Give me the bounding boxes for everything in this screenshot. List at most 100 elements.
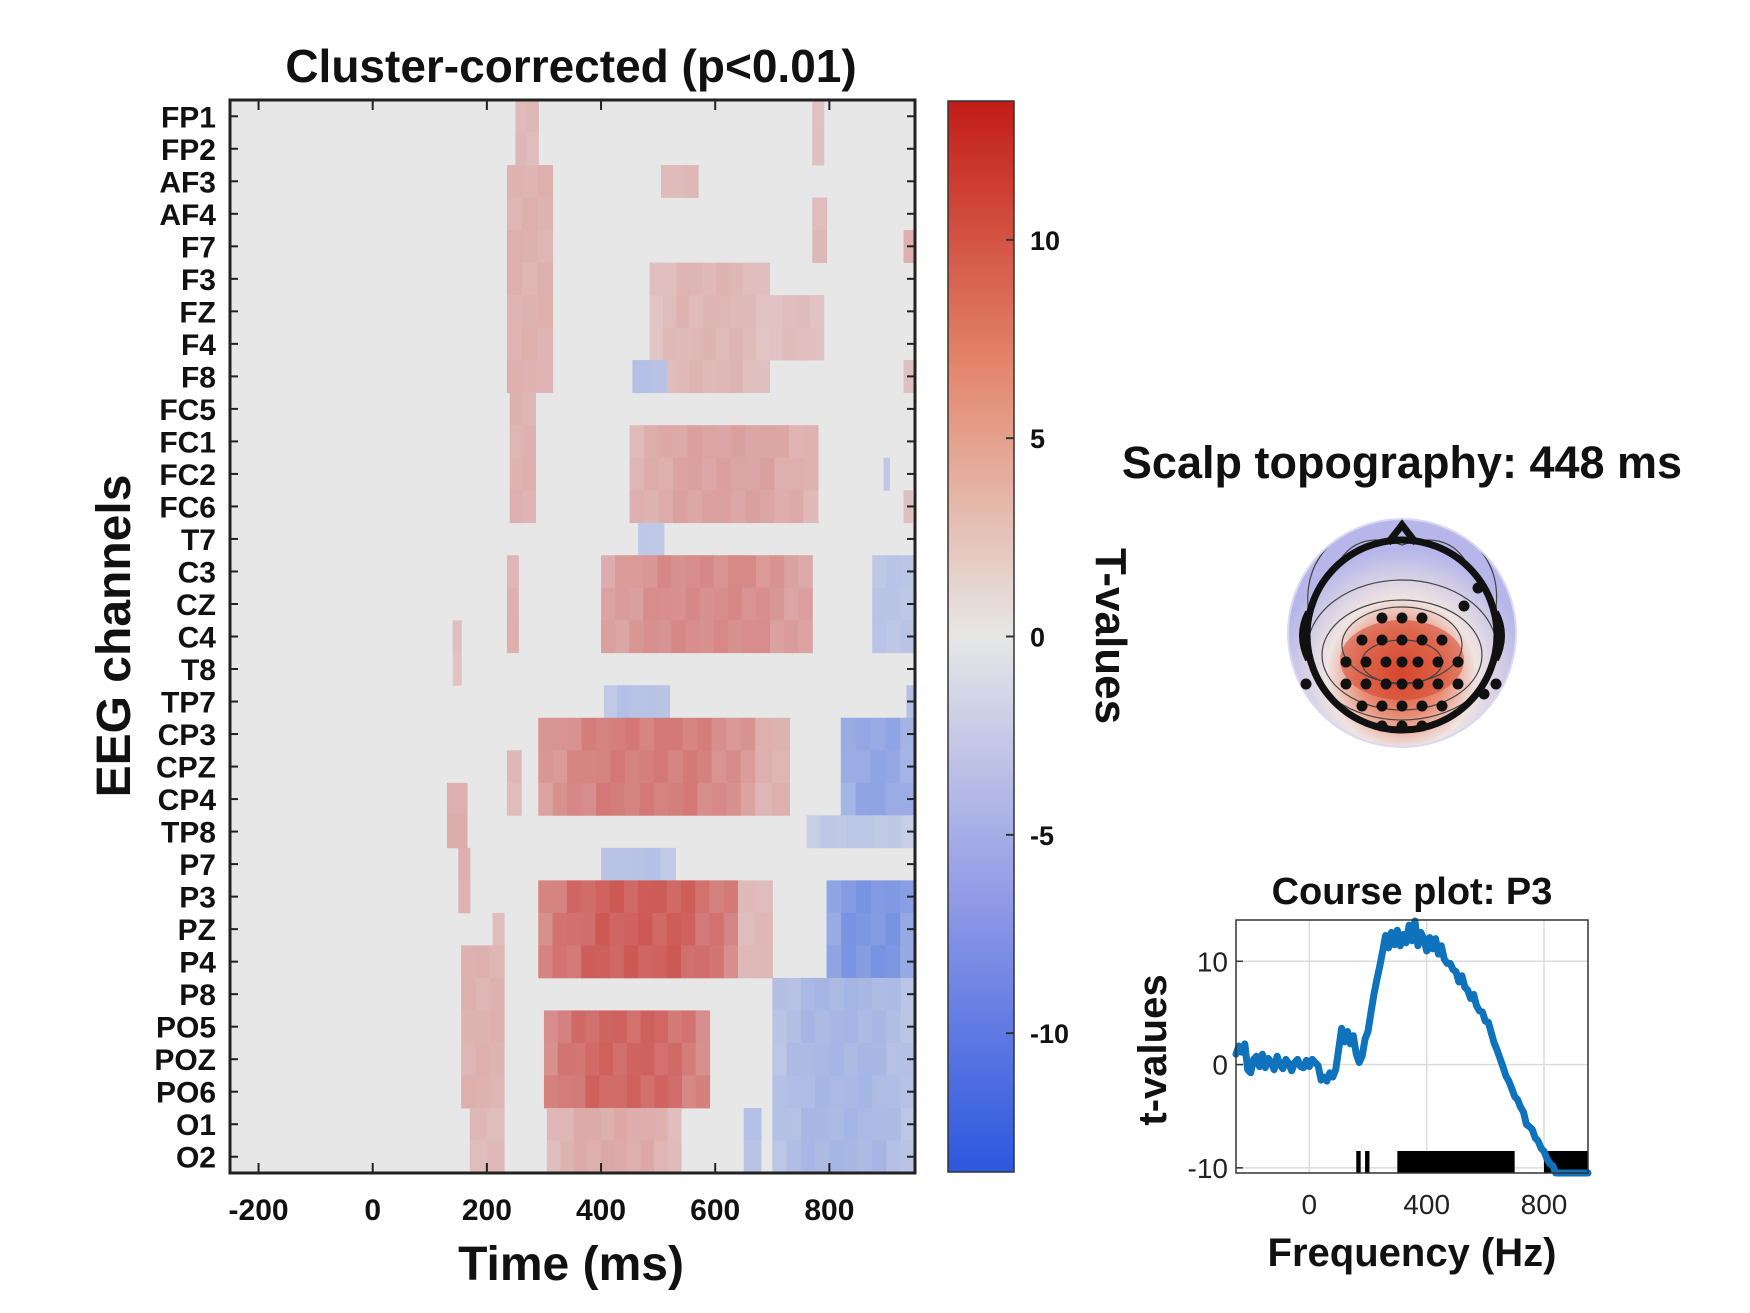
heatmap-cell xyxy=(772,1140,788,1174)
heatmap-cell xyxy=(741,587,757,621)
heatmap-cell xyxy=(723,880,739,914)
heatmap-cell xyxy=(769,295,784,329)
heatmap-cell xyxy=(699,555,715,589)
heatmap-cell xyxy=(596,750,612,784)
channel-tick-label: CP3 xyxy=(158,719,216,752)
electrode-marker xyxy=(1376,612,1388,624)
electrode-marker xyxy=(1412,678,1424,690)
heatmap-cell xyxy=(543,1010,559,1044)
heatmap-cell xyxy=(522,457,536,491)
heatmap-cell xyxy=(506,230,523,263)
heatmap-cell xyxy=(552,750,568,784)
heatmap-cell xyxy=(515,100,528,133)
colorbar-tick-label: 0 xyxy=(1030,623,1045,653)
heatmap-cell xyxy=(653,782,669,816)
heatmap-cell xyxy=(886,587,902,621)
channel-tick-label: CP4 xyxy=(158,784,217,817)
heatmap-cell xyxy=(566,912,582,946)
course-x-tick-label: 800 xyxy=(1521,1189,1568,1220)
heatmap-cell xyxy=(581,912,596,946)
electrode-marker xyxy=(1396,634,1408,646)
heatmap-cell xyxy=(886,1107,902,1141)
channel-tick-label: TP7 xyxy=(161,687,216,720)
heatmap-cell xyxy=(446,815,468,849)
electrode-marker xyxy=(1396,612,1408,624)
heatmap-cell xyxy=(615,847,632,881)
heatmap-cell xyxy=(755,912,773,946)
heatmap-cell xyxy=(638,912,654,946)
heatmap-cell xyxy=(653,750,669,784)
electrode-marker xyxy=(1340,656,1352,668)
topography-title: Scalp topography: 448 ms xyxy=(1122,437,1682,488)
heatmap-cell xyxy=(522,197,538,231)
heatmap-cell xyxy=(716,262,731,296)
heatmap-cell xyxy=(506,555,519,589)
heatmap-cell xyxy=(668,1075,683,1109)
channel-tick-label: O2 xyxy=(176,1142,216,1175)
heatmap-cell xyxy=(585,1010,600,1044)
channel-tick-label: POZ xyxy=(154,1044,216,1077)
heatmap-cell xyxy=(826,880,842,914)
heatmap-cell xyxy=(657,587,673,621)
heatmap-cell xyxy=(587,1107,602,1141)
heatmap-cell xyxy=(645,847,662,881)
heatmap-cell xyxy=(673,425,689,459)
heatmap-cell xyxy=(716,490,732,524)
heatmap-cell xyxy=(886,620,902,654)
heatmap-cell xyxy=(506,750,522,784)
heatmap-cell xyxy=(552,912,568,946)
heatmap-cell xyxy=(615,587,630,621)
heatmap-cell xyxy=(537,262,554,296)
colorbar-tick-label: -10 xyxy=(1030,1019,1069,1049)
heatmap-cell xyxy=(609,912,625,946)
heatmap-frame xyxy=(228,98,917,1175)
heatmap-cell xyxy=(874,815,889,849)
heatmap-cell xyxy=(644,457,660,491)
heatmap-cell xyxy=(826,945,842,979)
heatmap-cell xyxy=(709,880,725,914)
heatmap-cell xyxy=(829,1075,845,1109)
heatmap-cell xyxy=(755,555,771,589)
heatmap-cell xyxy=(475,1042,491,1076)
heatmap-cell xyxy=(662,262,677,296)
significance-bar xyxy=(1356,1151,1361,1173)
heatmap-cell xyxy=(872,1075,888,1109)
heatmap-cell xyxy=(727,587,743,621)
heatmap-cell xyxy=(723,945,739,979)
heatmap-cell xyxy=(742,295,757,329)
heatmap-cell xyxy=(770,620,785,654)
heatmap-cell xyxy=(613,1140,628,1174)
heatmap-cell xyxy=(538,945,554,979)
heatmap-cell xyxy=(772,750,791,784)
heatmap-cell xyxy=(489,1075,505,1109)
heatmap-cell xyxy=(557,1075,573,1109)
electrode-marker xyxy=(1356,700,1368,712)
heatmap-cell xyxy=(857,1107,873,1141)
heatmap-cell xyxy=(702,457,718,491)
time-tick-label: 400 xyxy=(576,1194,626,1227)
heatmap-cell xyxy=(506,782,522,816)
heatmap-cell xyxy=(469,1140,488,1174)
electrode-marker xyxy=(1412,656,1424,668)
heatmap-cell xyxy=(829,1010,845,1044)
heatmap-cell xyxy=(560,1107,575,1141)
heatmap-cell xyxy=(629,555,644,589)
channel-tick-labels: FP1FP2AF3AF4F7F3FZF4F8FC5FC1FC2FC6T7C3CZ… xyxy=(154,101,915,1175)
heatmap-cell xyxy=(782,295,798,329)
heatmap-cell xyxy=(612,1075,628,1109)
heatmap-cell xyxy=(731,425,747,459)
heatmap-cell xyxy=(687,490,703,524)
heatmap-cell xyxy=(727,620,743,654)
heatmap-cell xyxy=(745,490,761,524)
heatmap-cell xyxy=(599,1010,614,1044)
channel-tick-label: F3 xyxy=(181,264,216,297)
heatmap-cell xyxy=(657,555,673,589)
heatmap-cell xyxy=(841,945,857,979)
heatmap-cell xyxy=(489,1010,505,1044)
heatmap-cell xyxy=(560,1140,575,1174)
heatmap-cell xyxy=(666,912,682,946)
heatmap-cell xyxy=(638,880,654,914)
electrode-marker xyxy=(1432,656,1444,668)
heatmap-cell xyxy=(743,1140,762,1174)
